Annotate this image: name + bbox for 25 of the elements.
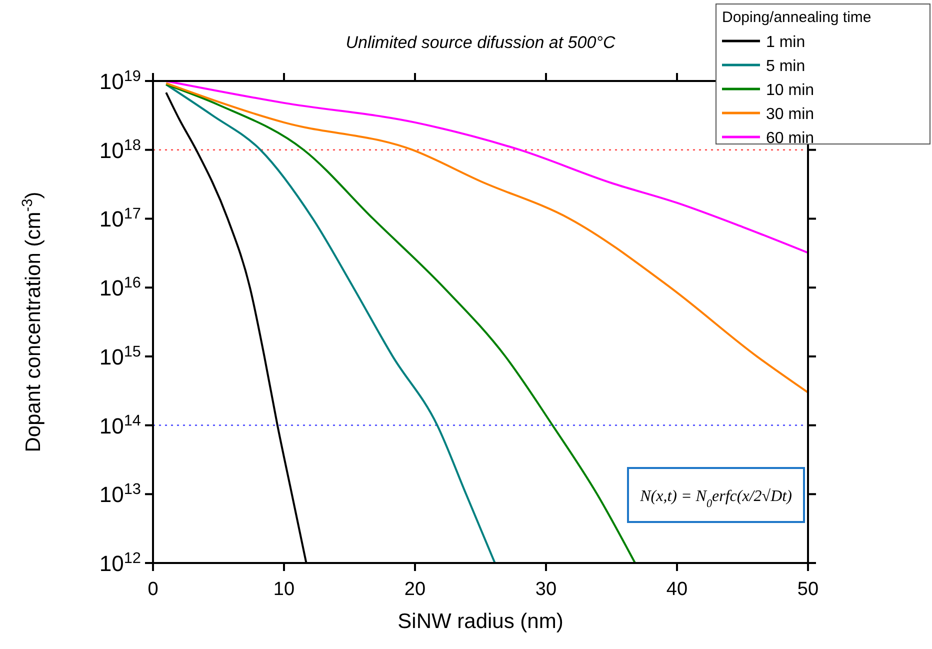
y-tick-label: 10$^{14}$ [99, 412, 142, 438]
y-tick-label: 10$^{15}$ [99, 342, 141, 370]
legend-label: 30 min [766, 106, 814, 123]
legend-label: 10 min [766, 82, 814, 99]
x-tick-label: 0 [148, 579, 158, 600]
chart-title: Unlimited source difussion at 500°C [346, 33, 616, 52]
x-tick-label: 40 [666, 579, 688, 600]
y-tick-label: 10$^{19}$ [99, 68, 141, 94]
line-series [165, 83, 636, 563]
legend-label: 1 min [766, 34, 806, 51]
line-series [165, 83, 496, 563]
y-tick-label: 10$^{17}$ [99, 205, 141, 232]
y-tick-label: 10$^{13}$ [99, 480, 141, 508]
annotation: N(x,t) = N$_{0}$erfc(x/2√Dt) [639, 488, 792, 510]
x-tick-label: 20 [404, 579, 426, 600]
x-axis-title: SiNW radius (nm) [398, 610, 564, 633]
y-tick-label: 10$^{12}$ [99, 550, 141, 576]
legend-title: Doping/annealing time [722, 9, 872, 26]
legend-label: 60 min [766, 130, 814, 147]
x-tick-label: 50 [797, 579, 819, 600]
x-tick-label: 10 [273, 579, 295, 600]
legend-label: 5 min [766, 58, 806, 75]
y-tick-label: 10$^{18}$ [99, 136, 141, 163]
y-tick-label: 10$^{16}$ [99, 274, 141, 301]
x-tick-label: 30 [535, 579, 557, 600]
